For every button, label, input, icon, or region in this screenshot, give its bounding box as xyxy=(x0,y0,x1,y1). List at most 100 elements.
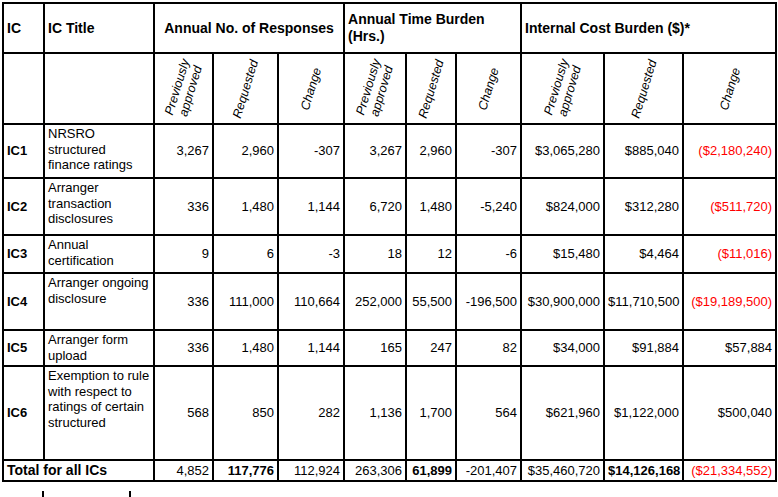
table-row-ic1: IC1 NRSRO structured finance ratings 3,2… xyxy=(3,124,776,178)
subheader-responses-previously-approved: Previously approved xyxy=(154,53,213,124)
time-prev-cell: 6,720 xyxy=(344,178,406,235)
rotated-label: Requested xyxy=(230,56,262,120)
total-responses-req-cell: 117,776 xyxy=(213,460,278,481)
rotated-label: Previously approved xyxy=(162,57,206,120)
time-req-cell: 2,960 xyxy=(406,124,456,178)
time-req-cell: 55,500 xyxy=(406,273,456,330)
time-change-cell: -196,500 xyxy=(456,273,521,330)
time-prev-cell: 18 xyxy=(344,235,406,273)
cost-prev-cell: $15,480 xyxy=(521,235,604,273)
responses-prev-cell: 9 xyxy=(154,235,213,273)
table-row-ic4: IC4 Arranger ongoing disclosure 336 111,… xyxy=(3,273,776,330)
responses-change-cell: 1,144 xyxy=(278,330,344,366)
cost-change-cell: ($11,016) xyxy=(683,235,776,273)
subheader-time-change: Change xyxy=(456,53,521,124)
time-change-cell: -307 xyxy=(456,124,521,178)
cost-req-cell: $885,040 xyxy=(604,124,683,178)
responses-prev-cell: 336 xyxy=(154,330,213,366)
rotated-label: Previously approved xyxy=(539,51,586,126)
ic-cell: IC2 xyxy=(3,178,44,235)
total-responses-prev-cell: 4,852 xyxy=(154,460,213,481)
rotated-label: Requested xyxy=(627,53,661,124)
total-cost-req-cell: $14,126,168 xyxy=(604,460,683,481)
cost-req-cell: $312,280 xyxy=(604,178,683,235)
rotated-label: Change xyxy=(295,56,327,121)
ic-title-cell: Arranger form upload xyxy=(44,330,154,366)
responses-req-cell: 1,480 xyxy=(213,330,278,366)
responses-change-cell: -3 xyxy=(278,235,344,273)
responses-req-cell: 850 xyxy=(213,366,278,460)
time-prev-cell: 165 xyxy=(344,330,406,366)
total-time-prev-cell: 263,306 xyxy=(344,460,406,481)
time-req-cell: 247 xyxy=(406,330,456,366)
cost-req-cell: $4,464 xyxy=(604,235,683,273)
ic-title-cell: Exemption to rule with respect to rating… xyxy=(44,366,154,460)
table-row-ic2: IC2 Arranger transaction disclosures 336… xyxy=(3,178,776,235)
total-cost-prev-cell: $35,460,720 xyxy=(521,460,604,481)
subheader-cost-requested: Requested xyxy=(604,53,683,124)
ic-cell: IC3 xyxy=(3,235,44,273)
rotated-label: Change xyxy=(713,53,747,124)
subheader-cost-change: Change xyxy=(683,53,776,124)
ic-title-cell: NRSRO structured finance ratings xyxy=(44,124,154,178)
time-prev-cell: 252,000 xyxy=(344,273,406,330)
cost-prev-cell: $824,000 xyxy=(521,178,604,235)
responses-change-cell: 110,664 xyxy=(278,273,344,330)
responses-prev-cell: 3,267 xyxy=(154,124,213,178)
ic-cell: IC5 xyxy=(3,330,44,366)
subheader-cost-previously-approved: Previously approved xyxy=(521,53,604,124)
cost-change-cell: ($19,189,500) xyxy=(683,273,776,330)
time-req-cell: 1,700 xyxy=(406,366,456,460)
cost-prev-cell: $621,960 xyxy=(521,366,604,460)
cost-prev-cell: $34,000 xyxy=(521,330,604,366)
responses-change-cell: -307 xyxy=(278,124,344,178)
ic-cell: IC1 xyxy=(3,124,44,178)
gridline-stub xyxy=(129,491,131,497)
responses-req-cell: 6 xyxy=(213,235,278,273)
header-group-cost-burden: Internal Cost Burden ($)* xyxy=(521,3,776,53)
time-change-cell: -5,240 xyxy=(456,178,521,235)
subheader-responses-change: Change xyxy=(278,53,344,124)
time-change-cell: -6 xyxy=(456,235,521,273)
responses-req-cell: 111,000 xyxy=(213,273,278,330)
total-responses-change-cell: 112,924 xyxy=(278,460,344,481)
total-cost-change-cell: ($21,334,552) xyxy=(683,460,776,481)
subheader-time-requested: Requested xyxy=(406,53,456,124)
cost-req-cell: $91,884 xyxy=(604,330,683,366)
cost-change-cell: ($2,180,240) xyxy=(683,124,776,178)
responses-prev-cell: 336 xyxy=(154,273,213,330)
ic-burden-table: IC IC Title Annual No. of Responses Annu… xyxy=(2,2,777,482)
table-row-ic6: IC6 Exemption to rule with respect to ra… xyxy=(3,366,776,460)
cost-req-cell: $11,710,500 xyxy=(604,273,683,330)
time-req-cell: 1,480 xyxy=(406,178,456,235)
total-time-req-cell: 61,899 xyxy=(406,460,456,481)
time-change-cell: 82 xyxy=(456,330,521,366)
cost-change-cell: $57,884 xyxy=(683,330,776,366)
table-row-total: Total for all ICs 4,852 117,776 112,924 … xyxy=(3,460,776,481)
time-change-cell: 564 xyxy=(456,366,521,460)
cropped-next-row xyxy=(2,491,775,497)
table-row-ic3: IC3 Annual certification 9 6 -3 18 12 -6… xyxy=(3,235,776,273)
header-title-spacer xyxy=(44,53,154,124)
gridline-stub xyxy=(42,491,44,497)
ic-title-cell: Arranger transaction disclosures xyxy=(44,178,154,235)
responses-change-cell: 282 xyxy=(278,366,344,460)
responses-prev-cell: 568 xyxy=(154,366,213,460)
rotated-label: Previously approved xyxy=(353,56,397,122)
subheader-responses-requested: Requested xyxy=(213,53,278,124)
cost-req-cell: $1,122,000 xyxy=(604,366,683,460)
rotated-label: Requested xyxy=(415,58,446,120)
header-ic-title: IC Title xyxy=(44,3,154,53)
responses-change-cell: 1,144 xyxy=(278,178,344,235)
ic-title-cell: Arranger ongoing disclosure xyxy=(44,273,154,330)
header-ic-spacer xyxy=(3,53,44,124)
cost-prev-cell: $3,065,280 xyxy=(521,124,604,178)
time-req-cell: 12 xyxy=(406,235,456,273)
table-row-ic5: IC5 Arranger form upload 336 1,480 1,144… xyxy=(3,330,776,366)
cost-change-cell: $500,040 xyxy=(683,366,776,460)
header-ic: IC xyxy=(3,3,44,53)
responses-req-cell: 1,480 xyxy=(213,178,278,235)
ic-title-cell: Annual certification xyxy=(44,235,154,273)
rotated-label: Change xyxy=(473,56,505,120)
header-group-time-burden: Annual Time Burden (Hrs.) xyxy=(344,3,521,53)
